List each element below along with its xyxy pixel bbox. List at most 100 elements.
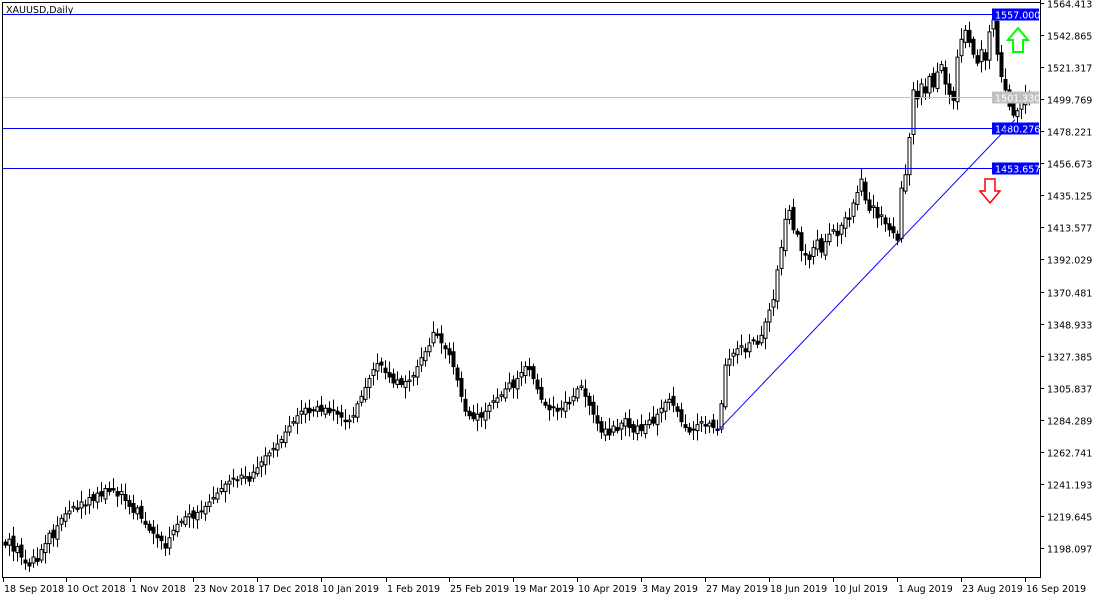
- candle-up: [515, 378, 520, 390]
- candle-down: [743, 348, 748, 353]
- candle-down: [439, 333, 444, 344]
- price-tick-label: 1392.029: [1047, 256, 1092, 267]
- price-tick-label: 1435.125: [1047, 192, 1092, 203]
- candle-up: [487, 404, 492, 412]
- level-price-label: 1453.657: [995, 165, 1040, 176]
- candle-up: [67, 510, 72, 515]
- candle-down: [915, 90, 920, 100]
- candle-down: [807, 254, 812, 260]
- candle-up: [691, 428, 696, 431]
- candle-up: [483, 410, 488, 421]
- candle-up: [363, 386, 368, 400]
- candle-down: [923, 86, 928, 94]
- candle-down: [479, 412, 484, 418]
- level-price-box: [992, 162, 1039, 175]
- candle-down: [687, 427, 692, 433]
- candle-up: [759, 334, 764, 344]
- candle-up: [663, 401, 668, 412]
- candle-up: [347, 419, 352, 423]
- candle-up: [167, 537, 172, 549]
- candle-down: [511, 379, 516, 388]
- level-price-label: 1557.000: [995, 11, 1040, 22]
- candle-up: [7, 538, 12, 546]
- candle-down: [151, 526, 156, 534]
- candle-down: [1003, 78, 1008, 91]
- candle-down: [795, 230, 800, 235]
- candle-down: [123, 494, 128, 501]
- candle-up: [295, 415, 300, 424]
- candle-down: [35, 558, 40, 562]
- candle-up: [255, 467, 260, 475]
- candle-down: [327, 407, 332, 414]
- candle-up: [899, 187, 904, 240]
- candle-up: [907, 137, 912, 176]
- candle-down: [399, 378, 404, 385]
- candle-up: [79, 501, 84, 509]
- candle-down: [999, 52, 1004, 78]
- candle-up: [395, 379, 400, 385]
- candle-up: [735, 348, 740, 356]
- candle-up: [815, 239, 820, 250]
- candle-down: [23, 559, 28, 564]
- time-tick-label: 1 Feb 2019: [387, 584, 440, 595]
- candle-up: [315, 406, 320, 412]
- candle-up: [103, 488, 108, 500]
- candle-down: [683, 424, 688, 429]
- price-tick-label: 1262.741: [1047, 449, 1092, 460]
- time-tick-label: 18 Jun 2019: [770, 584, 827, 595]
- candle-up: [695, 424, 700, 432]
- candle-up: [55, 525, 60, 540]
- candle-down: [451, 351, 456, 368]
- time-tick-label: 18 Sep 2018: [4, 584, 64, 595]
- candle-up: [219, 488, 224, 493]
- candle-up: [259, 461, 264, 467]
- time-tick-label: 16 Sep 2019: [1026, 584, 1086, 595]
- candle-down: [51, 529, 56, 539]
- candle-up: [647, 419, 652, 426]
- candle-up: [235, 479, 240, 482]
- candle-up: [299, 410, 304, 415]
- candle-up: [323, 407, 328, 415]
- candle-up: [955, 56, 960, 103]
- candle-down: [555, 407, 560, 412]
- candle-down: [671, 395, 676, 406]
- candle-down: [931, 73, 936, 88]
- candle-down: [91, 494, 96, 501]
- time-tick-label: 3 May 2019: [642, 584, 698, 595]
- candle-down: [631, 424, 636, 433]
- candle-up: [215, 492, 220, 500]
- candle-up: [431, 331, 436, 344]
- candle-down: [435, 333, 440, 336]
- candle-up: [571, 395, 576, 402]
- arrow-up-icon: [1005, 26, 1031, 53]
- candle-up: [503, 388, 508, 399]
- candle-down: [459, 378, 464, 397]
- candle-down: [847, 217, 852, 220]
- candle-up: [195, 511, 200, 521]
- candle-up: [279, 438, 284, 443]
- candle-up: [263, 455, 268, 466]
- candle-down: [535, 379, 540, 390]
- candle-up: [375, 363, 380, 372]
- time-tick-label: 17 Dec 2018: [258, 584, 319, 595]
- chart-title: XAUUSD,Daily: [6, 5, 74, 16]
- price-tick-label: 1542.865: [1047, 32, 1092, 43]
- candle-down: [875, 206, 880, 219]
- candle-up: [879, 214, 884, 217]
- price-tick-label: 1241.193: [1047, 481, 1092, 492]
- candle-up: [603, 428, 608, 436]
- candle-up: [763, 321, 768, 339]
- candle-up: [771, 299, 776, 308]
- time-tick-label: 1 Nov 2018: [131, 584, 186, 595]
- time-tick-label: 10 Apr 2019: [578, 584, 637, 595]
- candle-up: [31, 556, 36, 564]
- candle-down: [139, 505, 144, 519]
- candle-down: [587, 395, 592, 406]
- candle-up: [39, 549, 44, 561]
- level-price-label: 1480.276: [995, 125, 1040, 136]
- candle-up: [751, 339, 756, 342]
- candle-down: [679, 409, 684, 423]
- candle-up: [367, 378, 372, 388]
- candle-down: [967, 29, 972, 43]
